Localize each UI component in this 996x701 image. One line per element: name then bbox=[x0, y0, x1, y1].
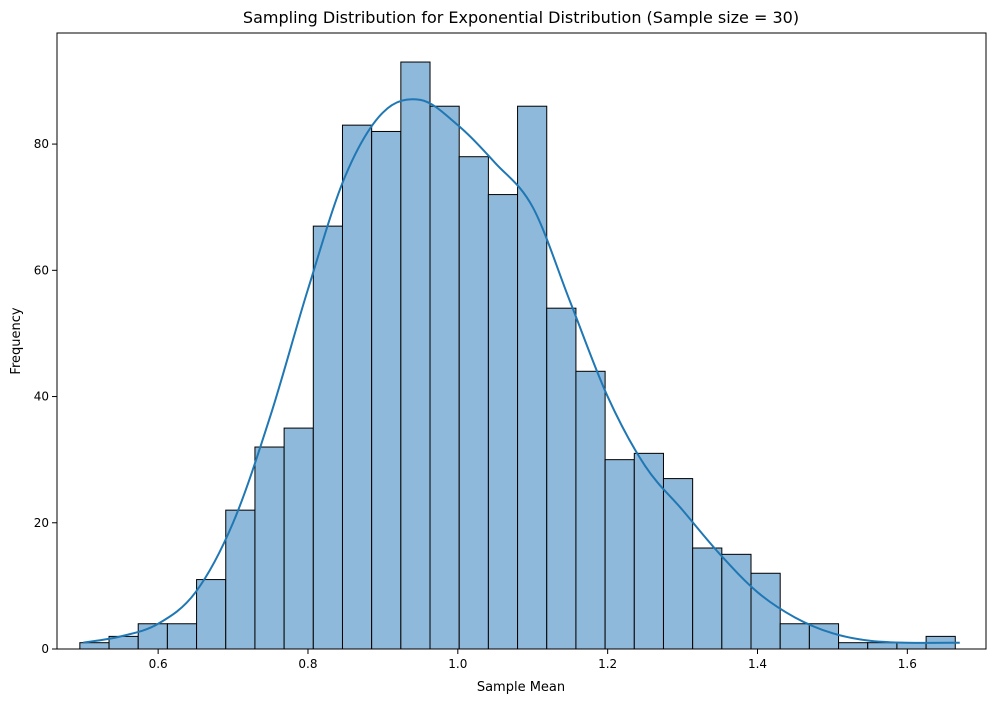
histogram-bar bbox=[196, 579, 227, 650]
x-axis-label: Sample Mean bbox=[477, 680, 565, 695]
histogram-bar bbox=[721, 553, 752, 650]
histogram-bar bbox=[341, 124, 373, 650]
histogram-bar bbox=[779, 623, 810, 650]
histogram-bar bbox=[283, 427, 314, 650]
histogram-bar bbox=[838, 642, 869, 650]
histogram-bar bbox=[604, 459, 635, 650]
histogram-bar bbox=[487, 194, 519, 650]
y-axis: 0 20 40 60 80 bbox=[34, 137, 57, 656]
histogram-bar bbox=[458, 156, 489, 650]
histogram-bar bbox=[166, 623, 198, 650]
histogram-bar bbox=[750, 572, 781, 650]
x-tick-label: 0.6 bbox=[149, 657, 168, 671]
histogram-bar bbox=[867, 642, 898, 650]
y-axis-label: Frequency bbox=[9, 307, 24, 374]
y-tick-label: 60 bbox=[34, 263, 49, 277]
x-tick-label: 0.8 bbox=[298, 657, 317, 671]
histogram-bar bbox=[254, 446, 285, 650]
x-tick-label: 1.0 bbox=[448, 657, 467, 671]
y-tick-label: 80 bbox=[34, 137, 49, 151]
histogram-bar bbox=[692, 547, 723, 650]
histogram-bar bbox=[633, 452, 664, 650]
histogram-bar bbox=[79, 642, 110, 650]
histogram-bar bbox=[575, 370, 606, 650]
plot-frame bbox=[56, 32, 987, 650]
histogram-bar bbox=[137, 623, 168, 650]
y-tick-label: 40 bbox=[34, 390, 49, 404]
histogram-bar bbox=[429, 105, 460, 650]
histogram-bar bbox=[546, 307, 577, 650]
histogram-bar bbox=[400, 61, 431, 650]
kde-curve bbox=[83, 98, 960, 644]
x-tick-label: 1.6 bbox=[898, 657, 917, 671]
y-tick-label: 0 bbox=[41, 642, 49, 656]
x-tick-label: 1.2 bbox=[598, 657, 617, 671]
histogram-bar bbox=[312, 225, 343, 650]
histogram-bar bbox=[225, 509, 256, 650]
y-tick-label: 20 bbox=[34, 516, 49, 530]
histogram-bar bbox=[371, 130, 402, 650]
chart-title: Sampling Distribution for Exponential Di… bbox=[243, 8, 799, 27]
bars-group bbox=[79, 61, 956, 650]
x-tick-label: 1.4 bbox=[748, 657, 767, 671]
histogram-bar bbox=[517, 105, 548, 650]
x-axis: 0.6 0.8 1.0 1.2 1.4 1.6 bbox=[149, 649, 917, 671]
